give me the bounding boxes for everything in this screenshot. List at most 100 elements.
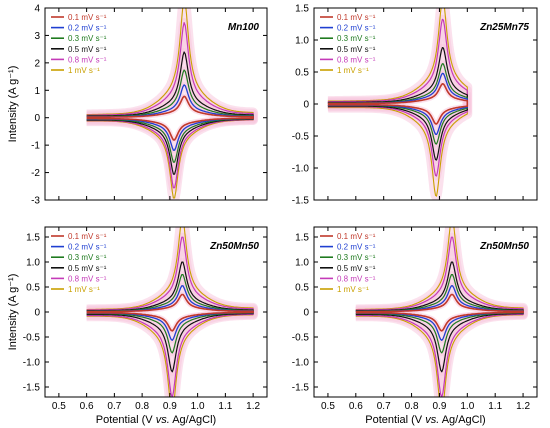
legend-label-3: 0.3 mV s⁻¹ <box>68 34 107 43</box>
plot-area <box>323 8 473 200</box>
series-line-1 <box>327 83 469 125</box>
series-line-1 <box>86 95 254 141</box>
y-tick-label: 1.5 <box>26 233 40 244</box>
y-tick-label: 1.5 <box>295 4 309 15</box>
x-tick-label: 0.7 <box>377 401 391 412</box>
y-tick-label: -1.5 <box>23 383 41 394</box>
panel-title: Zn25Mn75 <box>479 22 529 33</box>
plot-area <box>352 227 529 397</box>
legend-label-2: 0.2 mV s⁻¹ <box>68 24 107 33</box>
x-axis-label-part: vs. <box>425 414 439 426</box>
y-tick-label: 3 <box>34 31 40 42</box>
chart-panel-2: -1.5 -1.0 -0.5 0 0.5 1.0 1.5 Zn25Mn75 0.1 mV s⁻¹… <box>292 4 538 207</box>
legend-label-1: 0.1 mV s⁻¹ <box>337 232 376 241</box>
x-tick-label: 0.6 <box>80 401 94 412</box>
series-line-1 <box>86 293 254 332</box>
y-tick-label: -0.5 <box>23 333 41 344</box>
legend-label-1: 0.1 mV s⁻¹ <box>68 13 107 22</box>
x-axis-label: Potential (V vs. Ag/AgCl) <box>96 414 216 426</box>
y-tick-label: 0 <box>303 308 309 319</box>
x-axis-label-part: Potential (V <box>96 414 156 426</box>
y-tick-label: 0.5 <box>26 283 40 294</box>
legend: 0.1 mV s⁻¹ 0.2 mV s⁻¹0.3 mV s⁻¹ 0.5 mV s⁻¹… <box>51 13 107 75</box>
panel-title: Mn100 <box>228 22 260 33</box>
legend-label-4: 0.5 mV s⁻¹ <box>68 264 107 273</box>
x-axis-label-part: Ag/AgCl) <box>170 414 216 426</box>
y-tick-label: 0 <box>303 100 309 111</box>
x-tick-label: 0.8 <box>405 401 419 412</box>
y-tick-label: -3 <box>31 196 40 207</box>
x-tick-label: 1.0 <box>460 401 474 412</box>
series-line-1 <box>355 293 524 332</box>
legend-label-5: 0.8 mV s⁻¹ <box>68 274 107 283</box>
x-axis-label-part: Potential (V <box>365 414 425 426</box>
y-tick-label: -1.0 <box>292 358 310 369</box>
legend-label-5: 0.8 mV s⁻¹ <box>68 55 107 64</box>
x-tick-label: 0.5 <box>52 401 66 412</box>
chart-panel-1: -3 -2 -1 0 1 2 3 4 Mn100 0.1 mV s⁻¹ 0.2 mV s⁻¹0.3 … <box>7 4 268 207</box>
y-tick-label: -1.0 <box>292 164 310 175</box>
y-tick-label: 1.0 <box>295 258 309 269</box>
y-axis-label: Intensity (A g⁻¹) <box>7 274 19 351</box>
y-tick-label: 1 <box>34 86 40 97</box>
legend-label-3: 0.3 mV s⁻¹ <box>68 253 107 262</box>
legend-label-5: 0.8 mV s⁻¹ <box>337 274 376 283</box>
legend-label-1: 0.1 mV s⁻¹ <box>337 13 376 22</box>
legend-label-5: 0.8 mV s⁻¹ <box>337 55 376 64</box>
chart-panel-3: -1.5 -1.0 -0.5 0 0.5 1.0 1.5 0.5 0.6 0.7 0.8 0.9 1.0… <box>7 226 268 426</box>
x-tick-label: 1.1 <box>488 401 502 412</box>
panel-title: Zn50Mn50 <box>479 241 529 252</box>
x-tick-label: 0.9 <box>163 401 177 412</box>
legend-label-2: 0.2 mV s⁻¹ <box>337 243 376 252</box>
y-tick-label: -0.5 <box>292 132 310 143</box>
x-tick-label: 1.2 <box>246 401 260 412</box>
plot-area <box>82 227 259 397</box>
plot-frame <box>44 7 268 201</box>
y-tick-label: -1 <box>31 141 40 152</box>
legend-label-3: 0.3 mV s⁻¹ <box>337 253 376 262</box>
x-tick-label: 0.9 <box>432 401 446 412</box>
y-axis-label: Intensity (A g⁻¹) <box>7 66 19 143</box>
y-tick-label: -1.0 <box>23 358 41 369</box>
legend-label-4: 0.5 mV s⁻¹ <box>337 45 376 54</box>
x-tick-label: 0.8 <box>135 401 149 412</box>
x-tick-label: 1.1 <box>218 401 232 412</box>
x-tick-label: 0.5 <box>321 401 335 412</box>
chart-panel-4: -1.5 -1.0 -0.5 0 0.5 1.0 1.5 0.5 0.6 0.7 0.8 0.9 1.0… <box>292 226 538 426</box>
legend-label-2: 0.2 mV s⁻¹ <box>68 243 107 252</box>
legend-label-6: 1 mV s⁻¹ <box>337 66 369 75</box>
x-axis-label-part: Ag/AgCl) <box>439 414 485 426</box>
y-tick-label: 0 <box>34 113 40 124</box>
legend-label-4: 0.5 mV s⁻¹ <box>68 45 107 54</box>
y-tick-label: 0 <box>34 308 40 319</box>
legend-label-6: 1 mV s⁻¹ <box>68 285 100 294</box>
legend-label-2: 0.2 mV s⁻¹ <box>337 24 376 33</box>
legend-label-1: 0.1 mV s⁻¹ <box>68 232 107 241</box>
legend-label-3: 0.3 mV s⁻¹ <box>337 34 376 43</box>
y-tick-label: 0.5 <box>295 68 309 79</box>
legend-label-6: 1 mV s⁻¹ <box>68 66 100 75</box>
panel-title: Zn50Mn50 <box>209 241 259 252</box>
y-tick-label: 1.5 <box>295 233 309 244</box>
legend: 0.1 mV s⁻¹ 0.2 mV s⁻¹0.3 mV s⁻¹ 0.5 mV s⁻¹… <box>320 13 376 75</box>
x-tick-label: 1.2 <box>516 401 530 412</box>
y-tick-label: 1.0 <box>26 258 40 269</box>
x-tick-label: 0.7 <box>107 401 121 412</box>
x-tick-label: 1.0 <box>191 401 205 412</box>
legend: 0.1 mV s⁻¹ 0.2 mV s⁻¹0.3 mV s⁻¹ 0.5 mV s⁻¹… <box>320 232 376 294</box>
x-tick-label: 0.6 <box>349 401 363 412</box>
legend-label-4: 0.5 mV s⁻¹ <box>337 264 376 273</box>
legend: 0.1 mV s⁻¹ 0.2 mV s⁻¹0.3 mV s⁻¹ 0.5 mV s⁻¹… <box>51 232 107 294</box>
y-tick-label: 2 <box>34 58 40 69</box>
y-tick-label: 1.0 <box>295 36 309 47</box>
y-tick-label: -1.5 <box>292 196 310 207</box>
x-axis-label: Potential (V vs. Ag/AgCl) <box>365 414 485 426</box>
x-axis-label-part: vs. <box>156 414 170 426</box>
y-tick-label: 0.5 <box>295 283 309 294</box>
y-tick-label: -1.5 <box>292 383 310 394</box>
legend-label-6: 1 mV s⁻¹ <box>337 285 369 294</box>
y-tick-label: 4 <box>34 4 40 15</box>
y-tick-label: -0.5 <box>292 333 310 344</box>
y-tick-label: -2 <box>31 168 40 179</box>
